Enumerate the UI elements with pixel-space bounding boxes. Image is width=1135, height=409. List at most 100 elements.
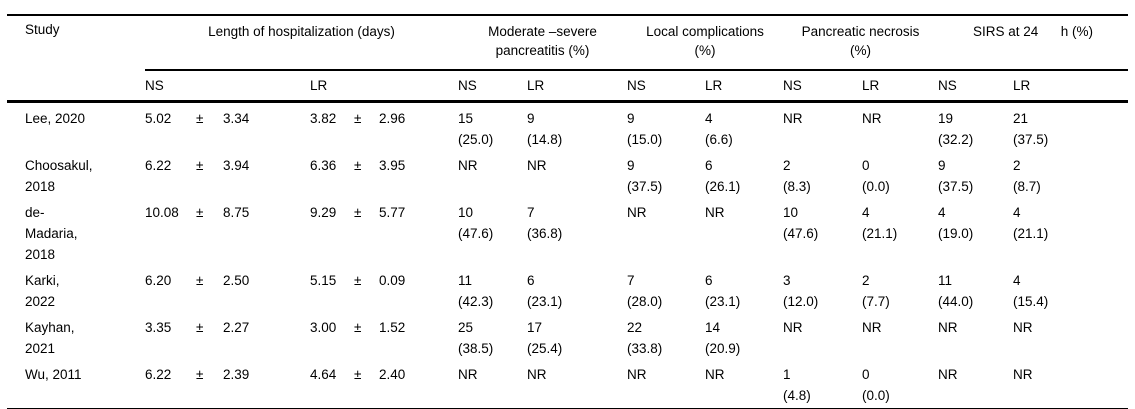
sd-value: 0.09 [379,273,406,288]
mean-value: 3.35 [145,320,172,335]
study-cell: de- Madaria, 2018 [25,205,78,262]
plus-minus-sign: ± [196,320,204,335]
modsev-ns-cell: 10 (47.6) [458,205,494,241]
modsev-lr-cell: NR [527,359,627,409]
table-row-lee-2020: Lee, 2020 5.02 ±3.34 3.82 ±2.96 15 (25.0) … [7,102,1128,151]
necrosis-ns-cell: 2 (8.3) [783,158,811,194]
mean-value: 5.15 [310,273,337,288]
sd-value: 1.52 [379,320,406,335]
hospitalization-lr-cell: 6.36 ±3.95 [310,155,458,176]
modsev-lr-cell: 6 (23.1) [527,273,563,309]
table-row-kayhan-2021: Kayhan, 2021 3.35 ±2.27 3.00 ±1.52 25 (38.… [7,312,1128,359]
group-header-row: Study Length of hospitalization (days) M… [7,14,1129,103]
modsev-ns-cell: NR [458,359,527,409]
sd-value: 3.94 [223,158,250,173]
sirs-ns-cell: NR [938,320,958,335]
subheader-local-ns: NS [627,70,705,103]
subheader-hospitalization-ns: NS [145,70,310,103]
necrosis-ns-cell: NR [783,320,803,335]
sd-value: 2.50 [223,273,250,288]
hospitalization-lr-cell: 5.15 ±0.09 [310,270,458,291]
modsev-lr-cell: NR [527,158,547,173]
mean-value: 6.36 [310,158,337,173]
hospitalization-lr-cell: 9.29 ±5.77 [310,202,458,223]
necrosis-ns-cell: 10 (47.6) [783,205,819,241]
mean-value: 5.02 [145,111,172,126]
hospitalization-lr-cell: 3.00 ±1.52 [310,317,458,338]
sirs-ns-cell: 4 (19.0) [938,205,974,241]
hospitalization-lr-cell: 3.82 ±2.96 [310,108,458,129]
subheader-necrosis-lr: LR [862,70,938,103]
plus-minus-sign: ± [196,158,204,173]
mean-value: 3.82 [310,111,337,126]
sirs-ns-cell: 19 (32.2) [938,111,974,147]
subheader-local-lr: LR [705,70,783,103]
sirs-lr-cell: NR [1013,359,1129,409]
subheader-row: NS LR NS LR NS LR NS LR NS LR [7,70,1129,103]
plus-minus-sign: ± [354,367,362,382]
necrosis-ns-cell: 1 (4.8) [783,359,862,409]
plus-minus-sign: ± [196,111,204,126]
local-lr-cell: 4 (6.6) [705,111,733,147]
modsev-ns-cell: 11 (42.3) [458,273,494,309]
plus-minus-sign: ± [354,158,362,173]
hospitalization-ns-cell: 6.20 ±2.50 [145,270,310,291]
sd-value: 2.40 [379,367,406,382]
study-cell: Lee, 2020 [25,111,86,126]
local-ns-cell: 9 (37.5) [627,158,663,194]
necrosis-lr-cell: 0 (0.0) [862,359,938,409]
table-row-de-madaria-2018: de- Madaria, 2018 10.08 ±8.75 9.29 ±5.77 1… [7,197,1128,265]
mean-value: 4.64 [310,367,337,382]
subheader-sirs-lr: LR [1013,70,1129,103]
local-ns-cell: NR [627,205,647,220]
necrosis-lr-cell: 4 (21.1) [862,205,898,241]
subheader-hospitalization-lr: LR [310,70,458,103]
necrosis-lr-cell: NR [862,320,882,335]
study-cell: Kayhan, 2021 [25,320,75,356]
hospitalization-ns-cell: 6.22 ±3.94 [145,155,310,176]
hospitalization-ns-cell: 6.22 ±2.39 [145,364,310,385]
sirs-lr-cell: 4 (15.4) [1013,273,1049,309]
sd-value: 5.77 [379,205,406,220]
sd-value: 3.95 [379,158,406,173]
study-cell: Wu, 2011 [7,359,145,409]
sd-value: 2.96 [379,111,406,126]
group-header-sirs-at-24h: SIRS at 24 h (%) [938,14,1129,71]
table-header: Study Length of hospitalization (days) M… [7,14,1129,103]
local-ns-cell: 9 (15.0) [627,111,663,147]
sirs-lr-cell: 4 (21.1) [1013,205,1049,241]
hospitalization-lr-cell: 4.64 ±2.40 [310,364,458,385]
subheader-sirs-ns: NS [938,70,1013,103]
necrosis-lr-cell: 0 (0.0) [862,158,890,194]
necrosis-ns-cell: NR [783,111,803,126]
modsev-lr-cell: 17 (25.4) [527,320,563,356]
mean-value: 6.22 [145,158,172,173]
group-header-moderate-severe-pancreatitis: Moderate –severe pancreatitis (%) [458,14,627,71]
local-lr-cell: 14 (20.9) [705,320,741,356]
local-ns-cell: 7 (28.0) [627,273,663,309]
mean-value: 6.22 [145,367,172,382]
studies-comparison-table: Study Length of hospitalization (days) M… [7,14,1129,409]
table-row-choosakul-2018: Choosakul, 2018 6.22 ±3.94 6.36 ±3.95 NR N… [7,150,1128,197]
plus-minus-sign: ± [354,205,362,220]
subheader-modsev-lr: LR [527,70,627,103]
local-ns-cell: NR [627,359,705,409]
plus-minus-sign: ± [354,320,362,335]
modsev-lr-cell: 9 (14.8) [527,111,563,147]
sd-value: 2.39 [223,367,250,382]
group-header-hospitalization: Length of hospitalization (days) [145,14,458,71]
mean-value: 10.08 [145,205,179,220]
necrosis-ns-cell: 3 (12.0) [783,273,819,309]
plus-minus-sign: ± [354,111,362,126]
local-lr-cell: NR [705,359,783,409]
local-lr-cell: NR [705,205,725,220]
sirs-ns-cell: NR [938,359,1013,409]
study-cell: Choosakul, 2018 [25,158,93,194]
local-ns-cell: 22 (33.8) [627,320,663,356]
plus-minus-sign: ± [196,205,204,220]
hospitalization-ns-cell: 10.08 ±8.75 [145,202,310,223]
plus-minus-sign: ± [196,273,204,288]
study-cell: Karki, 2022 [25,273,60,309]
sirs-ns-cell: 9 (37.5) [938,158,974,194]
necrosis-lr-cell: NR [862,111,882,126]
